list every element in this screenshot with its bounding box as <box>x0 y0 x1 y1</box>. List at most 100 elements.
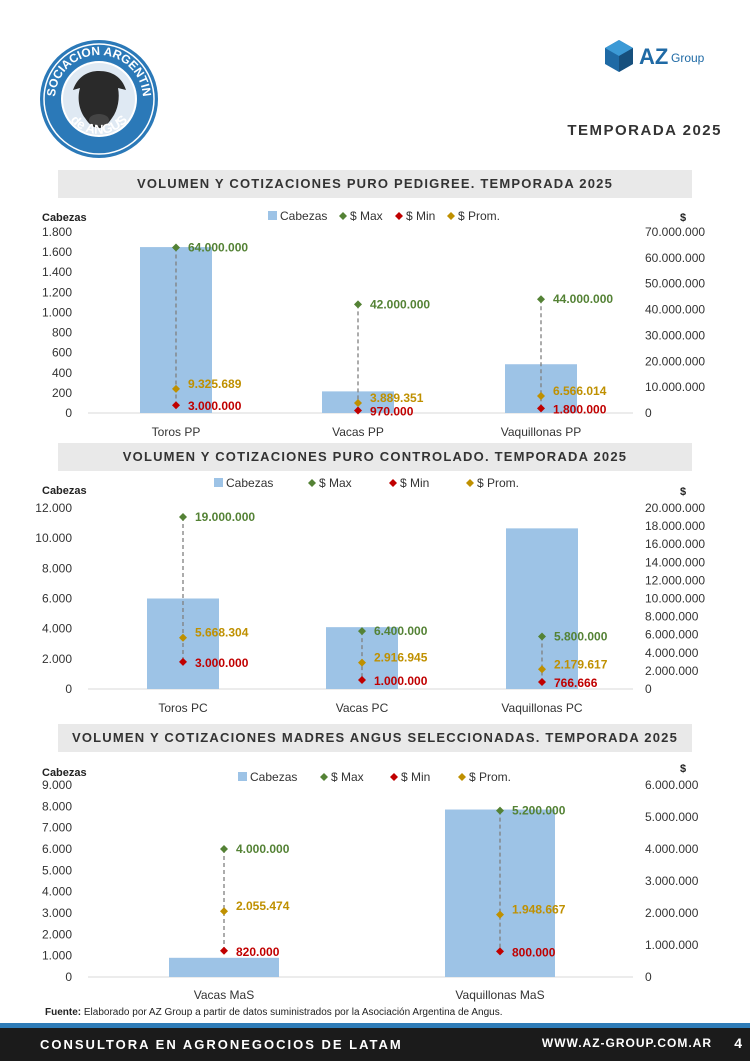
label-max: 4.000.000 <box>236 842 290 856</box>
label-prom: 2.916.945 <box>374 651 428 665</box>
y2-tick-label: 70.000.000 <box>645 225 705 239</box>
marker-min <box>537 404 545 413</box>
marker-prom <box>354 398 362 407</box>
y2-tick-label: 50.000.000 <box>645 277 705 291</box>
y-tick-label: 400 <box>52 366 72 380</box>
y-tick-label: 4.000 <box>42 885 72 899</box>
legend-marker-min <box>389 479 397 487</box>
section-title-pc: VOLUMEN Y COTIZACIONES PURO CONTROLADO. … <box>58 443 692 471</box>
y-axis-title: Cabezas <box>42 212 87 224</box>
marker-max <box>172 243 180 252</box>
y-tick-label: 5.000 <box>42 863 72 877</box>
legend-label-cabezas: Cabezas <box>280 209 327 223</box>
y-tick-label: 0 <box>65 682 72 696</box>
marker-prom <box>496 910 504 919</box>
y2-tick-label: 1.000.000 <box>645 938 699 952</box>
footer-website: WWW.AZ-GROUP.COM.AR <box>541 1036 712 1050</box>
bar-cabezas <box>169 957 279 977</box>
label-min: 766.666 <box>554 676 598 690</box>
y-tick-label: 1.800 <box>42 225 72 239</box>
marker-min <box>538 678 546 687</box>
y-tick-label: 0 <box>65 970 72 984</box>
marker-min <box>172 401 180 410</box>
y-tick-label: 1.000 <box>42 305 72 319</box>
label-min: 820.000 <box>236 945 280 959</box>
category-label: Vaquillonas PP <box>501 425 582 439</box>
marker-max <box>358 627 366 636</box>
y-tick-label: 1.200 <box>42 285 72 299</box>
marker-max <box>220 845 228 853</box>
marker-prom <box>179 633 187 642</box>
y2-tick-label: 10.000.000 <box>645 592 705 606</box>
marker-min <box>179 657 187 666</box>
legend-swatch-cabezas <box>238 772 247 781</box>
label-prom: 6.566.014 <box>553 384 607 398</box>
y-tick-label: 4.000 <box>42 622 72 636</box>
marker-min <box>496 947 504 956</box>
marker-prom <box>172 384 180 393</box>
source-note: Fuente: Elaborado por AZ Group a partir … <box>45 1007 502 1018</box>
az-group-logo: AZ Group <box>602 38 722 74</box>
y2-axis-title: $ <box>680 486 686 498</box>
legend-marker-max <box>308 479 316 487</box>
marker-prom <box>220 907 228 916</box>
label-min: 800.000 <box>512 945 556 959</box>
category-label: Toros PP <box>152 425 201 439</box>
source-text: Elaborado por AZ Group a partir de datos… <box>81 1007 503 1018</box>
y-tick-label: 6.000 <box>42 592 72 606</box>
y2-tick-label: 0 <box>645 406 652 420</box>
y-tick-label: 12.000 <box>35 501 72 515</box>
y-axis-title: Cabezas <box>42 767 87 779</box>
label-min: 3.000.000 <box>188 399 242 413</box>
y-tick-label: 2.000 <box>42 652 72 666</box>
legend-label-min: $ Min <box>400 476 429 490</box>
label-max: 64.000.000 <box>188 241 248 255</box>
label-max: 19.000.000 <box>195 510 255 524</box>
y-tick-label: 8.000 <box>42 799 72 813</box>
label-min: 1.000.000 <box>374 674 428 688</box>
marker-max <box>496 806 504 815</box>
category-label: Vaquillonas MaS <box>455 988 544 1002</box>
y2-axis-title: $ <box>680 212 686 224</box>
legend-label-max: $ Max <box>350 209 383 223</box>
y-tick-label: 800 <box>52 326 72 340</box>
legend-label-prom: $ Prom. <box>477 476 519 490</box>
category-label: Vacas PC <box>336 701 389 715</box>
marker-prom <box>358 658 366 667</box>
label-max: 42.000.000 <box>370 297 430 311</box>
y-tick-label: 9.000 <box>42 778 72 792</box>
marker-max <box>354 300 362 309</box>
marker-min <box>220 946 228 955</box>
y-tick-label: 2.000 <box>42 927 72 941</box>
y2-tick-label: 6.000.000 <box>645 628 699 642</box>
legend-marker-min <box>395 212 403 220</box>
y2-tick-label: 6.000.000 <box>645 778 699 792</box>
y2-tick-label: 2.000.000 <box>645 906 699 920</box>
y-tick-label: 8.000 <box>42 561 72 575</box>
y2-tick-label: 8.000.000 <box>645 610 699 624</box>
y-tick-label: 1.400 <box>42 265 72 279</box>
legend-label-max: $ Max <box>319 476 352 490</box>
y2-tick-label: 16.000.000 <box>645 537 705 551</box>
category-label: Vacas PP <box>332 425 384 439</box>
section-title-mas: VOLUMEN Y COTIZACIONES MADRES ANGUS SELE… <box>58 724 692 752</box>
svg-text:AZ: AZ <box>639 44 668 69</box>
legend-label-prom: $ Prom. <box>469 770 511 784</box>
source-label: Fuente: <box>45 1007 82 1018</box>
marker-min <box>354 406 362 415</box>
legend-marker-min <box>390 773 398 781</box>
legend-label-cabezas: Cabezas <box>226 476 273 490</box>
legend-label-max: $ Max <box>331 770 364 784</box>
marker-max <box>538 632 546 641</box>
y2-tick-label: 2.000.000 <box>645 664 699 678</box>
section-title-pp: VOLUMEN Y COTIZACIONES PURO PEDIGREE. TE… <box>58 170 692 198</box>
y2-tick-label: 60.000.000 <box>645 251 705 265</box>
y-tick-label: 1.000 <box>42 949 72 963</box>
legend-marker-prom <box>447 212 455 220</box>
label-min: 1.800.000 <box>553 402 607 416</box>
marker-max <box>537 295 545 304</box>
legend-label-min: $ Min <box>406 209 435 223</box>
